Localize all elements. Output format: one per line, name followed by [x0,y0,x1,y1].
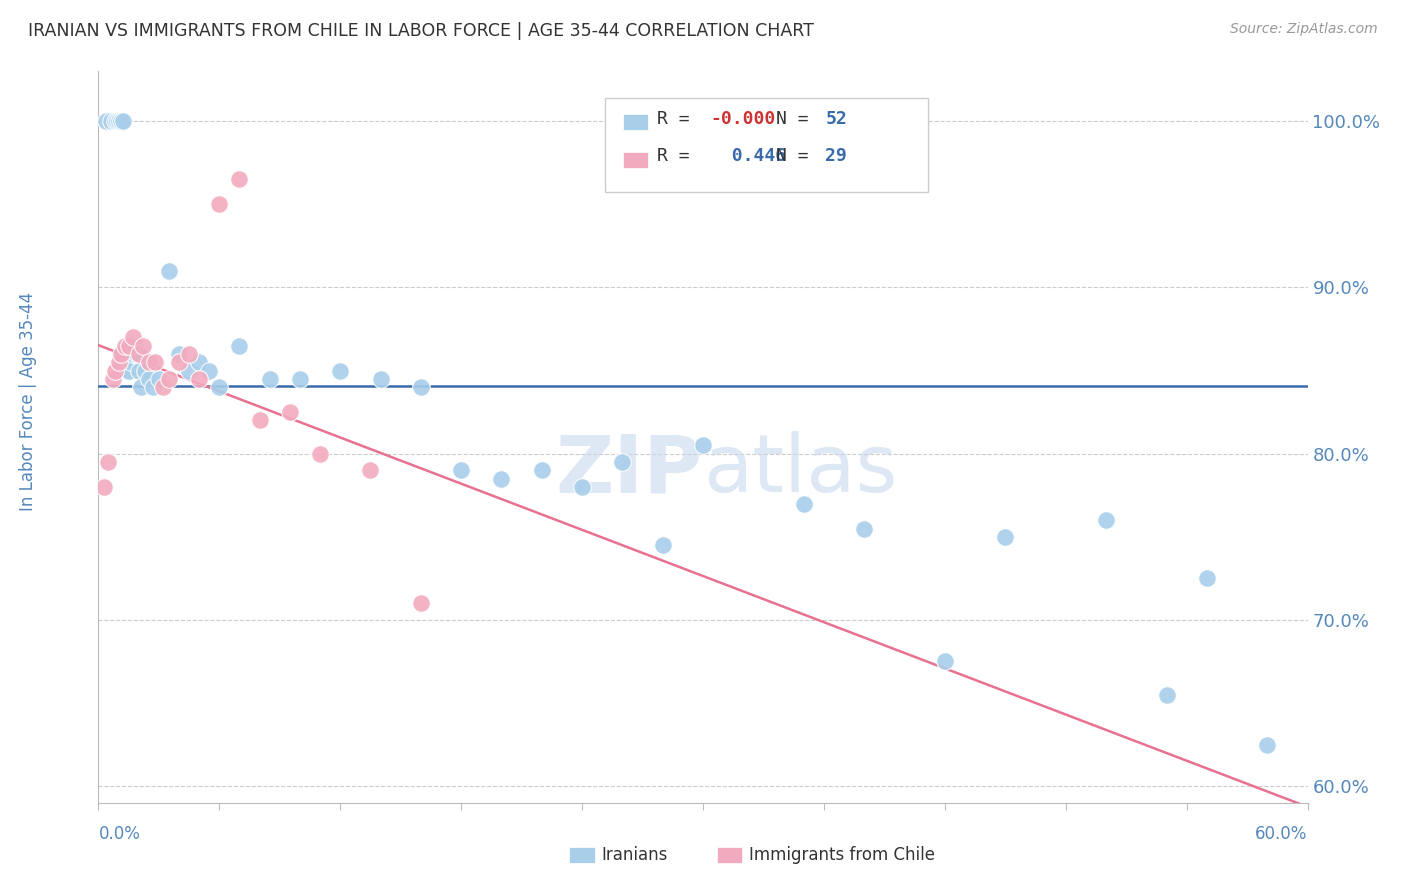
Point [121,347,143,361]
Point [259,372,281,386]
Point [167,347,190,361]
Text: 0.0%: 0.0% [98,825,141,843]
Point [103,114,125,128]
Point [103,363,125,377]
Point [110,114,132,128]
Point [110,347,132,361]
Text: Immigrants from Chile: Immigrants from Chile [749,846,935,863]
Point [152,380,174,394]
Point [793,497,815,511]
Point [179,363,201,377]
Point [188,372,211,386]
Point [208,197,231,211]
Point [120,355,142,369]
Text: 0.446: 0.446 [710,147,786,165]
Point [124,339,146,353]
Point [114,355,136,369]
Text: 29: 29 [825,147,846,165]
Point [115,363,138,377]
Text: Iranians: Iranians [602,846,668,863]
Point [228,339,250,353]
Text: R =: R = [657,147,700,165]
Point [138,355,160,369]
Point [118,363,141,377]
Point [128,347,150,361]
Point [142,380,165,394]
Point [409,596,432,610]
Text: -0.000: -0.000 [710,110,775,128]
Point [93,480,115,494]
Text: 52: 52 [825,110,846,128]
Point [329,363,352,377]
Text: Source: ZipAtlas.com: Source: ZipAtlas.com [1230,22,1378,37]
Text: In Labor Force | Age 35-44: In Labor Force | Age 35-44 [20,292,37,511]
Text: N =: N = [776,147,820,165]
Point [1156,688,1178,702]
Point [612,455,634,469]
Point [228,172,250,186]
Point [571,480,593,494]
Point [450,463,472,477]
Point [409,380,432,394]
Point [853,522,876,536]
Point [100,114,122,128]
Point [288,372,311,386]
Text: 60.0%: 60.0% [1256,825,1308,843]
Point [157,264,180,278]
Point [167,355,190,369]
Text: N =: N = [776,110,820,128]
Point [107,114,129,128]
Point [309,447,332,461]
Point [188,355,211,369]
Point [132,339,155,353]
Point [128,363,150,377]
Point [157,372,180,386]
Point [208,380,231,394]
Point [249,413,271,427]
Point [121,330,143,344]
Point [114,339,136,353]
Point [360,463,382,477]
Text: R =: R = [657,110,700,128]
Point [934,655,956,669]
Point [107,355,129,369]
Point [101,372,124,386]
Point [651,538,673,552]
Point [125,347,148,361]
Point [138,372,160,386]
Point [198,363,221,377]
Text: atlas: atlas [703,432,897,509]
Point [370,372,392,386]
Point [129,380,152,394]
Point [994,530,1017,544]
Point [278,405,301,419]
Point [179,347,201,361]
Point [105,114,128,128]
Point [1095,513,1118,527]
Point [111,114,134,128]
Point [143,355,166,369]
Point [118,339,141,353]
Text: ZIP: ZIP [555,432,703,509]
Point [134,363,156,377]
Text: IRANIAN VS IMMIGRANTS FROM CHILE IN LABOR FORCE | AGE 35-44 CORRELATION CHART: IRANIAN VS IMMIGRANTS FROM CHILE IN LABO… [28,22,814,40]
Point [148,372,170,386]
Point [1256,738,1278,752]
Point [1195,571,1218,585]
Point [96,114,118,128]
Point [530,463,553,477]
Point [97,455,120,469]
Point [491,472,513,486]
Point [692,438,714,452]
